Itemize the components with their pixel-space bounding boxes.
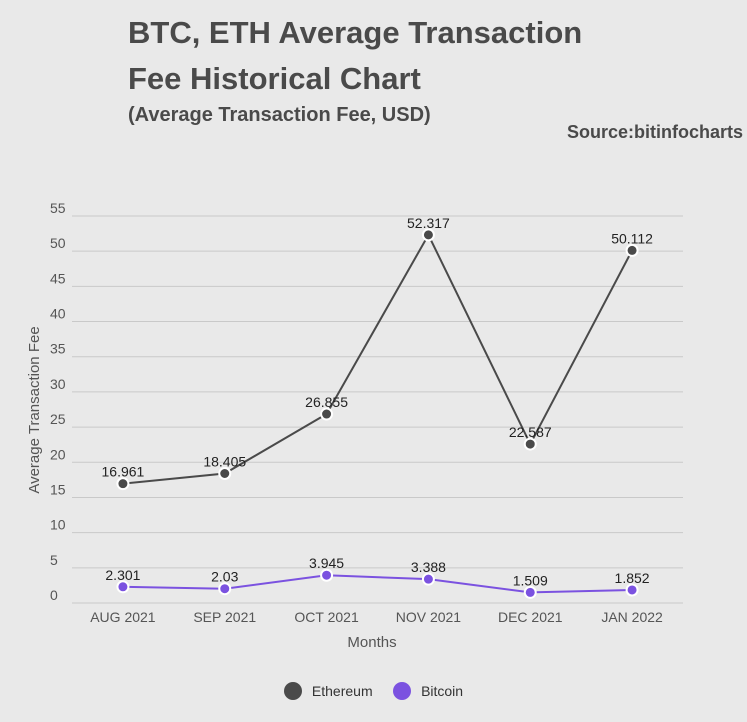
legend-dot-ethereum	[283, 682, 302, 700]
grid-lines	[72, 215, 683, 604]
legend-dot-bitcoin	[393, 682, 412, 700]
data-label-bitcoin: 2.301	[105, 567, 140, 583]
data-label-ethereum: 22.587	[509, 424, 552, 440]
data-label-ethereum: 50.112	[611, 230, 653, 246]
data-label-bitcoin: 2.03	[211, 569, 238, 585]
data-label-bitcoin: 1.852	[615, 570, 650, 586]
y-tick-label: 50	[50, 235, 66, 251]
y-tick-label: 15	[50, 481, 66, 497]
y-tick-label: 0	[50, 587, 58, 603]
data-label-bitcoin: 1.509	[513, 572, 548, 588]
x-tick-label: NOV 2021	[396, 609, 462, 625]
y-tick-label: 35	[50, 341, 66, 357]
data-point-ethereum[interactable]	[523, 437, 537, 451]
data-point-ethereum[interactable]	[218, 466, 232, 480]
y-tick-label: 30	[50, 376, 66, 392]
legend-label-ethereum: Ethereum	[311, 683, 373, 699]
line-chart: 0 5 10 15 20 25 30 35 40 45 50 55 AUG 2021 SEP 2021 O…	[26, 200, 683, 651]
series-line-bitcoin	[122, 574, 633, 594]
data-point-bitcoin[interactable]	[421, 572, 435, 586]
x-tick-label: SEP 2021	[193, 609, 256, 625]
y-axis-ticks: 0 5 10 15 20 25 30 35 40 45 50 55	[50, 200, 66, 603]
data-label-ethereum: 16.961	[102, 464, 145, 480]
y-tick-label: 40	[50, 306, 66, 322]
legend-item-bitcoin[interactable]: Bitcoin	[393, 682, 463, 700]
title-block: BTC, ETH Average Transaction Fee Histori…	[128, 10, 608, 128]
x-axis-label: Months	[347, 634, 396, 651]
data-point-ethereum[interactable]	[625, 243, 639, 257]
data-point-bitcoin[interactable]	[625, 583, 639, 597]
data-point-ethereum[interactable]	[116, 477, 130, 491]
x-axis-ticks: AUG 2021 SEP 2021 OCT 2021 NOV 2021 DEC 2021…	[90, 609, 663, 625]
y-tick-label: 10	[50, 517, 66, 533]
legend-label-bitcoin: Bitcoin	[421, 683, 464, 699]
series-group	[116, 228, 639, 599]
y-tick-label: 45	[50, 270, 66, 286]
y-tick-label: 5	[50, 552, 58, 568]
data-point-bitcoin[interactable]	[116, 580, 130, 594]
data-label-ethereum: 18.405	[203, 453, 246, 469]
legend-item-ethereum[interactable]: Ethereum	[283, 682, 373, 700]
data-labels: 16.961 18.405 26.855 52.317 22.587 50.112 2.30…	[102, 215, 654, 589]
data-label-bitcoin: 3.388	[411, 559, 446, 575]
data-point-bitcoin[interactable]	[320, 568, 334, 582]
y-axis-label: Average Transaction Fee	[26, 326, 43, 493]
data-label-ethereum: 26.855	[305, 394, 348, 410]
data-point-ethereum[interactable]	[421, 228, 435, 242]
data-point-bitcoin[interactable]	[523, 585, 537, 599]
data-point-ethereum[interactable]	[320, 407, 334, 421]
data-label-ethereum: 52.317	[407, 215, 450, 231]
y-tick-label: 55	[50, 200, 66, 216]
y-tick-label: 20	[50, 446, 66, 462]
data-point-bitcoin[interactable]	[218, 582, 232, 596]
y-tick-label: 25	[50, 411, 66, 427]
series-line-ethereum	[122, 232, 633, 485]
x-tick-label: DEC 2021	[498, 609, 563, 625]
chart-subtitle: (Average Transaction Fee, USD)	[128, 104, 431, 126]
data-label-bitcoin: 3.945	[309, 555, 344, 571]
chart-title: BTC, ETH Average Transaction Fee Histori…	[128, 15, 583, 96]
source-label: Source:bitinfocharts	[566, 122, 743, 142]
x-tick-label: OCT 2021	[294, 609, 359, 625]
x-tick-label: JAN 2022	[601, 609, 663, 625]
legend: Ethereum Bitcoin	[0, 682, 747, 705]
x-tick-label: AUG 2021	[90, 609, 156, 625]
